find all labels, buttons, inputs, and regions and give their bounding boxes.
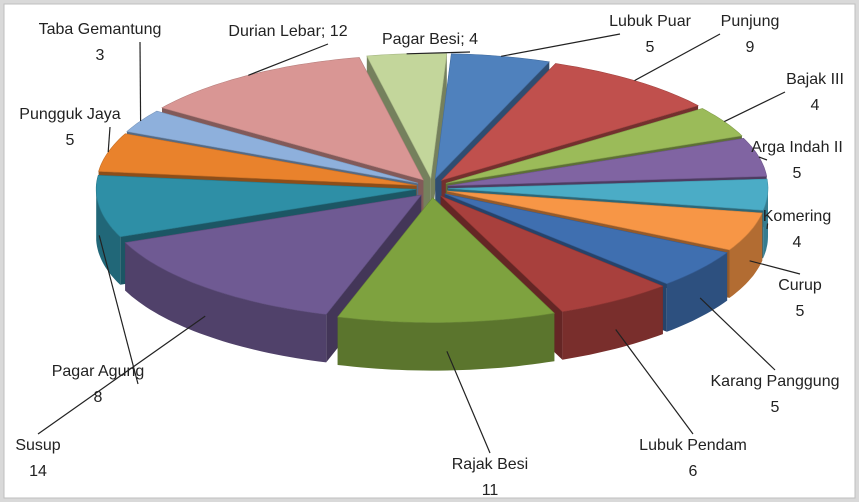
label-value: 5 [796,303,805,320]
label-value: 6 [689,463,698,480]
slice [95,174,417,238]
leader-line [139,41,142,122]
label-value: 12 [330,23,348,40]
slice [447,178,769,211]
label-separator: ; [321,23,330,40]
label-name: Curup [778,277,822,294]
label-name: Pagar Besi [382,31,460,48]
label-value: 11 [482,482,499,499]
leader-line [615,329,694,435]
label-name: Pungguk Jaya [19,106,121,123]
data-label: Durian Lebar; 12 [228,23,347,40]
leader-line [758,156,768,161]
leader-line [699,297,776,371]
label-value: 3 [96,47,105,64]
label-value: 5 [771,399,780,416]
leader-line [248,43,329,76]
leader-line [634,33,721,82]
label-value: 4 [469,31,478,48]
slice-wall [562,286,663,360]
leader-line [98,235,139,385]
label-name: Punjung [721,13,780,30]
label-name: Komering [763,208,831,225]
pie [95,53,769,371]
slice [445,108,743,184]
leader-line [766,223,769,230]
slice-wall [729,213,763,298]
leader-line [724,91,786,123]
label-name: Karang Panggung [711,373,840,390]
slice-wall [125,242,327,363]
slice-side [430,53,447,227]
label-name: Bajak III [786,71,844,88]
slice-wall [763,188,768,259]
slice [444,193,728,285]
label-name: Lubuk Puar [609,13,692,30]
leader-line [107,126,111,153]
labels: Lubuk Puar 5 Punjung 9 Bajak III 4 Arga Indah … [15,13,844,499]
leader-line [500,33,621,57]
label-value: 4 [793,234,802,251]
slice [337,197,555,323]
label-value: 5 [793,165,802,182]
slice-wall [666,252,728,332]
label-value: 5 [66,132,75,149]
slice [447,137,768,187]
label-name: Arga Indah II [751,139,843,156]
slice-wall [96,189,121,285]
slice [447,190,763,251]
label-name: Lubuk Pendam [639,437,747,454]
slice-wall [337,313,555,371]
label-value: 5 [646,39,655,56]
slice [440,195,664,313]
leader-line [37,315,206,435]
label-separator: ; [460,31,469,48]
label-name: Rajak Besi [452,456,528,473]
label-name: Durian Lebar [228,23,321,40]
label-name: Taba Gemantung [39,21,162,38]
label-value: 8 [94,389,103,406]
slice [124,194,422,315]
slice [98,133,417,186]
label-name: Pagar Agung [52,363,145,380]
label-name: Susup [15,437,60,454]
data-label: Pagar Besi; 4 [382,31,478,48]
label-value: 4 [811,97,820,114]
label-value: 14 [29,463,47,480]
leader-line [446,351,491,454]
label-value: 9 [746,39,755,56]
leader-line [406,51,471,55]
leader-line [749,260,801,275]
